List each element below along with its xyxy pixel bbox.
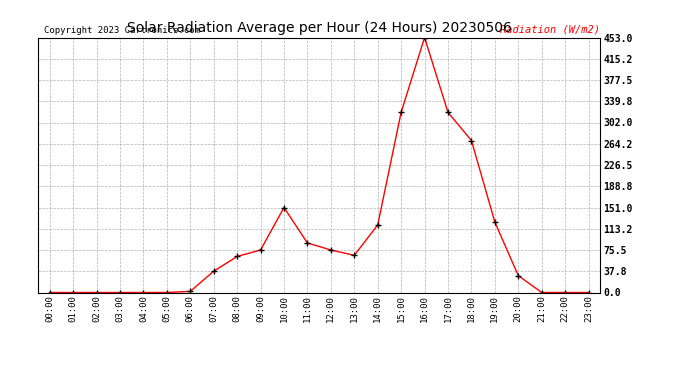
Text: Copyright 2023 Cartronics.com: Copyright 2023 Cartronics.com bbox=[43, 26, 199, 35]
Text: Radiation (W/m2): Radiation (W/m2) bbox=[500, 25, 600, 35]
Title: Solar Radiation Average per Hour (24 Hours) 20230506: Solar Radiation Average per Hour (24 Hou… bbox=[127, 21, 511, 35]
